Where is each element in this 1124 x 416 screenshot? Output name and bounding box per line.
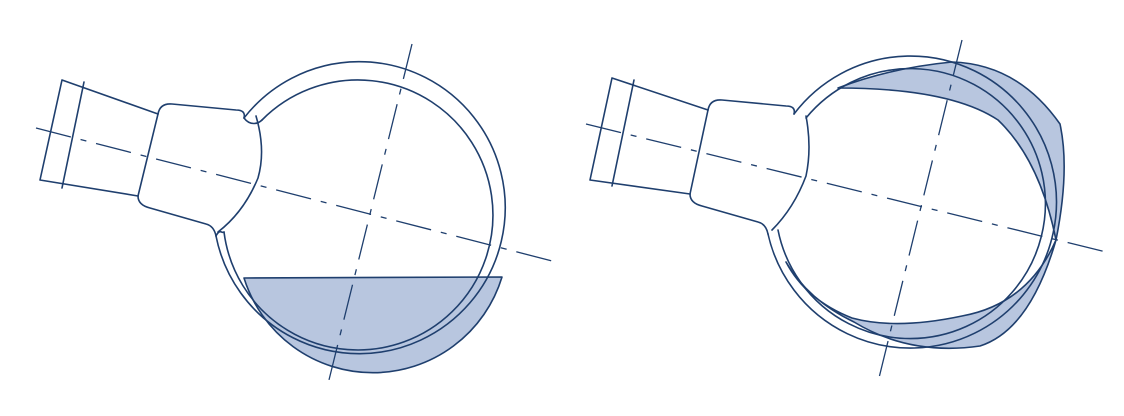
neck-seam xyxy=(771,115,810,231)
flask-at-rest xyxy=(35,43,557,385)
liquid-film-upper xyxy=(837,61,1065,241)
neck-shoulder xyxy=(137,113,159,197)
adapter-ring xyxy=(61,81,85,189)
flask-neck-lower xyxy=(215,230,225,237)
neck-upper-edge xyxy=(157,103,246,119)
neck-lower-edge xyxy=(137,195,217,237)
neck-seam xyxy=(217,115,263,233)
rotation-axis xyxy=(35,127,557,263)
neck-upper-edge xyxy=(707,99,796,115)
bulb-outer-wall xyxy=(215,60,507,355)
rotation-axis xyxy=(585,123,1107,253)
neck-shoulder xyxy=(689,109,709,195)
vertical-axis xyxy=(327,43,413,385)
pooled-liquid xyxy=(243,276,503,374)
adapter-body xyxy=(39,79,159,197)
flask-neck xyxy=(243,117,263,125)
liquid-film-lower xyxy=(785,239,1057,350)
bulb-outer-wall xyxy=(767,55,1058,349)
adapter-ring xyxy=(611,79,635,187)
neck-lower-edge xyxy=(689,193,769,235)
adapter-body xyxy=(589,77,709,195)
bulb-inner-wall xyxy=(223,79,494,351)
flask-rotating xyxy=(585,39,1107,383)
